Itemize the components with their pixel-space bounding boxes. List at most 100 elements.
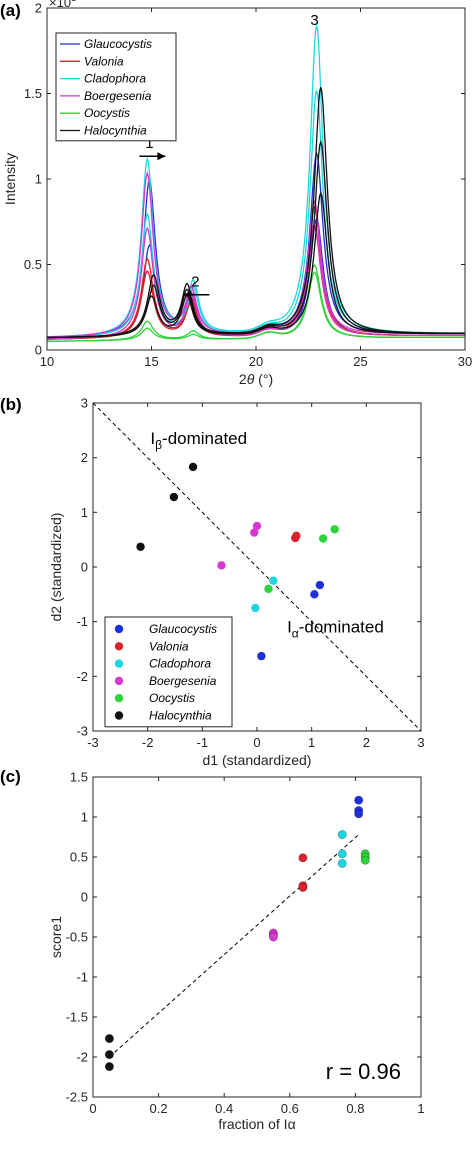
peak-label: 2 (191, 274, 199, 291)
scatter-points-b (136, 462, 339, 661)
y-axis-label-c: score1 (48, 916, 64, 958)
y-tick-label: -1 (76, 970, 88, 985)
y-tick-label: 1 (81, 505, 88, 520)
point-halocynthia (104, 1062, 114, 1072)
y-tick-label: 2 (81, 450, 88, 465)
x-tick-label: 0 (89, 1101, 96, 1116)
score-vs-fraction-plot: 0 0.2 0.4 0.6 0.8 1 -2.5 -2 -1.5 -1 -0.5 0 0.5 1 1.5 s… (48, 770, 425, 1133)
legend-a: Glaucocystis Valonia Cladophora Boergesenia… (55, 32, 177, 142)
y-axis-label-b: d2 (standardized) (48, 513, 64, 622)
legend-label: Glaucocystis (149, 622, 217, 636)
xrd-curve-boergesenia (46, 171, 465, 338)
peak-label: 1 (145, 135, 153, 152)
legend-label: Valonia (84, 54, 124, 68)
x-axis-label-a: 2θ (°) (239, 371, 273, 387)
point-cladophora (337, 830, 347, 840)
x-tick-label: -1 (197, 735, 209, 750)
legend-marker (114, 694, 124, 703)
panel-label-b: (b) (0, 395, 22, 414)
panel-label-c: (c) (0, 767, 21, 786)
x-tick-label: 0 (253, 735, 260, 750)
x-axis-label-b: d1 (standardized) (203, 752, 312, 768)
point-boergesenia (268, 932, 278, 942)
y-tick-label: 1.5 (24, 86, 42, 101)
xrd-curve-oocystis (47, 271, 465, 342)
legend-box (55, 32, 177, 142)
x-tick-label: 0.2 (150, 1101, 168, 1116)
xrd-curve-valonia (47, 226, 465, 340)
y-tick-label: 1 (81, 810, 88, 825)
legend-label: Cladophora (84, 72, 146, 86)
arrow-head (183, 290, 192, 299)
legend-b: Glaucocystis Valonia Cladophora Boergesenia… (104, 616, 233, 728)
point-glaucocystis (354, 795, 364, 805)
divider-line (92, 402, 422, 732)
y-tick-label: -1 (76, 614, 88, 629)
point-valonia (298, 853, 308, 863)
y-tick-label: 0 (35, 343, 42, 358)
xrd-curve-halocynthia (47, 139, 465, 339)
point-halocynthia (188, 462, 198, 472)
point-cladophora (269, 576, 278, 585)
legend-label: Valonia (149, 639, 189, 653)
xrd-pattern-plot: 10 15 20 25 30 0 0.5 1 1.5 2 ×105 Intensity 2θ (°… (2, 0, 472, 387)
legend-box (104, 616, 233, 728)
point-halocynthia (136, 542, 145, 551)
legend-label: Boergesenia (149, 674, 217, 688)
plot-frame-c (92, 776, 422, 1098)
point-oocystis (360, 855, 370, 865)
point-cladophora (337, 849, 347, 859)
x-tick-label: 2 (363, 735, 370, 750)
y-tick-label: -2.5 (66, 1090, 88, 1105)
xrd-curve-valonia (47, 205, 465, 340)
legend-label: Halocynthia (84, 124, 147, 138)
point-glaucocystis (310, 590, 319, 599)
legend-label: Oocystis (84, 106, 130, 120)
point-halocynthia (169, 492, 179, 502)
legend-marker (114, 624, 124, 634)
legend-marker (114, 676, 124, 686)
x-tick-label: 1 (417, 1101, 424, 1116)
x-tick-label: 10 (40, 354, 54, 369)
point-boergesenia (252, 521, 262, 531)
y-tick-label: -0.5 (66, 930, 88, 945)
point-oocystis (264, 584, 273, 594)
xrd-curve-halocynthia (47, 191, 465, 339)
y-axis-label-a: Intensity (2, 153, 18, 205)
x-tick-label: 3 (417, 735, 424, 750)
region-label: Iα-dominated (287, 618, 384, 641)
x-tick-label: -2 (142, 735, 154, 750)
legend-label: Oocystis (149, 691, 195, 705)
y-tick-label: 2 (35, 1, 42, 16)
x-tick-label: 20 (249, 354, 263, 369)
scatter-points-c (104, 795, 370, 1072)
peak-label: 3 (310, 12, 318, 29)
point-boergesenia (250, 528, 259, 537)
correlation-annotation: r = 0.96 (326, 1059, 401, 1084)
arrow-head (157, 152, 166, 161)
y-tick-label: 3 (81, 396, 88, 411)
axis-ticks-c: 0 0.2 0.4 0.6 0.8 1 -2.5 -2 -1.5 -1 -0.5 0 0.5 1 1.5 (66, 770, 425, 1117)
x-tick-label: 1 (308, 735, 315, 750)
x-tick-label: 25 (353, 354, 367, 369)
fit-line (109, 834, 360, 1058)
y-tick-label: 0 (81, 560, 88, 575)
xrd-curve-glaucocystis (47, 151, 465, 338)
point-glaucocystis (315, 580, 325, 590)
y-tick-label: 1.5 (70, 770, 88, 785)
legend-label: Cladophora (149, 657, 211, 671)
point-cladophora (337, 858, 347, 868)
y-tick-label: 1 (35, 172, 42, 187)
point-valonia (298, 882, 308, 892)
point-oocystis (318, 534, 328, 543)
point-valonia (292, 531, 301, 541)
legend-label: Halocynthia (149, 709, 212, 723)
region-labels: Iβ-dominated Iα-dominated (150, 429, 383, 641)
xrd-curve-glaucocystis (47, 217, 465, 340)
y-tick-label: -1.5 (66, 1010, 88, 1025)
y-tick-label: 0 (81, 890, 88, 905)
legend-marker (114, 659, 124, 668)
point-oocystis (330, 525, 339, 534)
panel-label-a: (a) (0, 1, 21, 20)
